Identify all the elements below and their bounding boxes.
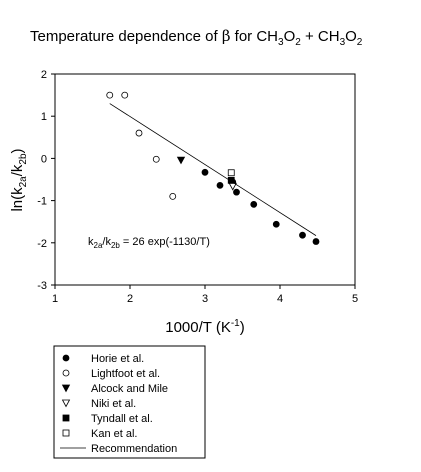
legend-marker-kan-et-al: [62, 429, 70, 437]
x-axis-label: 1000/T (K-1): [165, 318, 245, 336]
data-point-horie-et-al: [201, 168, 209, 176]
chart-title: Temperature dependence of β for CH3O2 + …: [30, 27, 363, 48]
x-tick-label: 2: [127, 293, 133, 305]
y-tick-label: -1: [37, 196, 47, 208]
legend-label-horie-et-al: Horie et al.: [91, 353, 144, 365]
data-point-lightfoot-et-al: [135, 129, 143, 137]
legend-marker-niki-et-al: [61, 399, 71, 408]
y-axis-ticks: 2 1 0 -1 -2 -3: [37, 69, 55, 292]
legend-marker-tyndall-et-al: [62, 414, 70, 422]
legend-label-tyndall-et-al: Tyndall et al.: [91, 413, 153, 425]
legend-marker-lightfoot-et-al: [62, 369, 70, 377]
legend-marker-alcock-and-mile: [61, 384, 71, 393]
data-point-alcock-and-mile: [176, 156, 186, 165]
data-point-lightfoot-et-al: [169, 192, 177, 200]
data-point-horie-et-al: [233, 188, 240, 196]
recommendation-line: [109, 103, 317, 236]
y-tick-label: -3: [37, 280, 47, 292]
y-tick-label: 1: [41, 111, 47, 123]
legend: Horie et al. Lightfoot et al. Alcock and M…: [60, 353, 177, 455]
legend-marker-horie-et-al: [62, 354, 70, 362]
chart-marks: [106, 91, 320, 245]
y-tick-label: -2: [37, 238, 47, 250]
data-point-horie-et-al: [272, 220, 280, 228]
x-tick-label: 1: [52, 293, 58, 305]
legend-label-lightfoot-et-al: Lightfoot et al.: [91, 368, 160, 380]
data-point-lightfoot-et-al: [152, 155, 160, 163]
x-tick-label: 3: [202, 293, 208, 305]
data-point-horie-et-al: [250, 200, 258, 208]
legend-label-niki-et-al: Niki et al.: [91, 398, 136, 410]
data-point-tyndall-et-al: [227, 176, 235, 184]
legend-box: [53, 345, 206, 459]
y-axis-label: ln(k2a/k2b): [9, 148, 29, 211]
data-point-horie-et-al: [312, 238, 320, 245]
x-tick-label: 4: [277, 293, 283, 305]
data-point-kan-et-al: [227, 169, 235, 177]
legend-label-kan-et-al: Kan et al.: [91, 428, 137, 440]
equation-annotation: k2a/k2b = 26 exp(-1130/T): [88, 236, 210, 250]
plot-frame: [54, 73, 356, 286]
data-point-lightfoot-et-al: [121, 91, 129, 99]
data-point-horie-et-al: [216, 182, 224, 189]
y-tick-label: 2: [41, 69, 47, 81]
y-tick-label: 0: [41, 153, 47, 165]
legend-label-alcock-and-mile: Alcock and Mile: [91, 383, 168, 395]
data-point-lightfoot-et-al: [106, 91, 114, 99]
x-axis-ticks: 1 2 3 4 5: [52, 285, 358, 305]
data-point-horie-et-al: [299, 231, 306, 239]
x-tick-label: 5: [352, 293, 358, 305]
legend-label-recommendation: Recommendation: [91, 443, 177, 455]
